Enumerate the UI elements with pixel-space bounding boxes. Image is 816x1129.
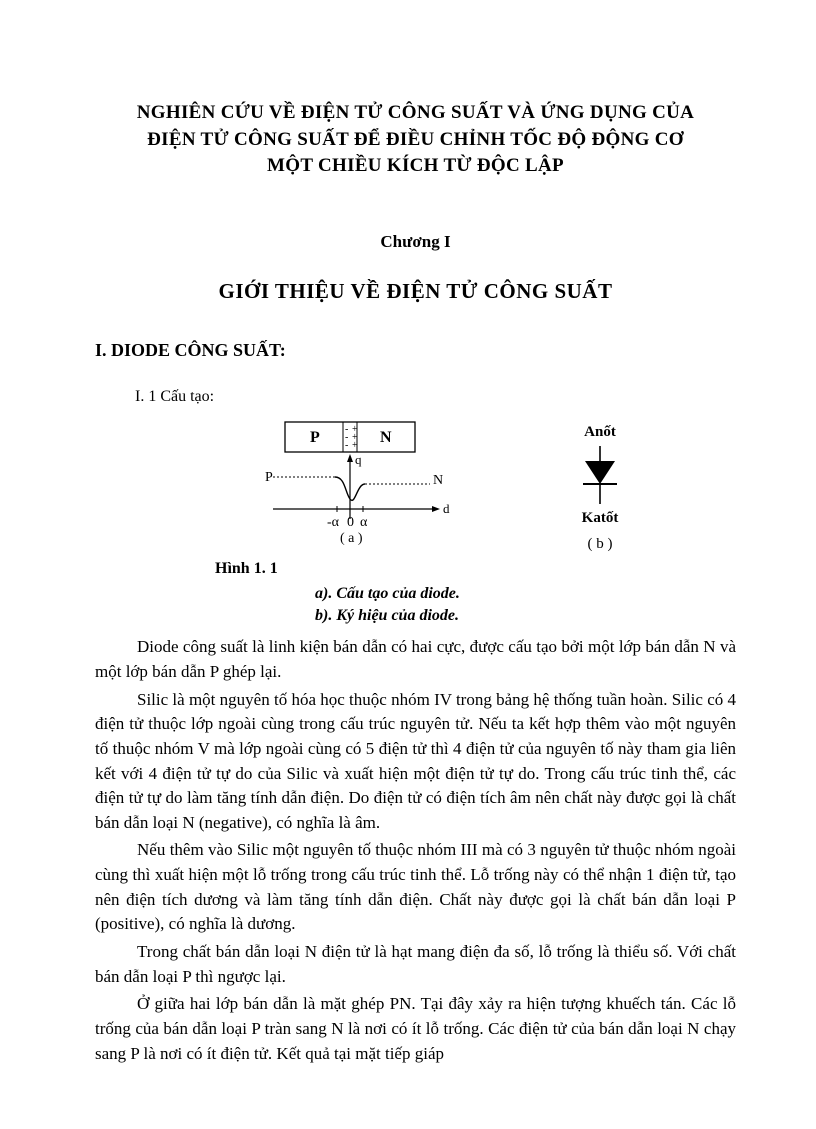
- axis-d-label: d: [443, 501, 450, 516]
- title-line-1: NGHIÊN CỨU VỀ ĐIỆN TỬ CÔNG SUẤT VÀ ỨNG D…: [95, 100, 736, 127]
- cathode-label: Katốt: [575, 508, 625, 530]
- pn-label-p: P: [310, 429, 320, 446]
- outer-p-label: P: [265, 470, 273, 485]
- subfig-b-label: ( b ): [575, 534, 625, 556]
- subfig-a-label: ( a ): [340, 531, 363, 546]
- diagram-b: Anốt Katốt ( b ): [575, 414, 625, 555]
- tick-minus-alpha: -α: [327, 515, 340, 530]
- caption-b: b). Ký hiệu của diode.: [315, 605, 736, 627]
- diagram-a: P N - + - + - + q d: [265, 414, 465, 554]
- paragraph-5: Ở giữa hai lớp bán dẫn là mặt ghép PN. T…: [95, 992, 736, 1066]
- chapter-label: Chương I: [95, 230, 736, 255]
- figure-block: P N - + - + - + q d: [95, 414, 736, 627]
- paragraph-2: Silic là một nguyên tố hóa học thuộc nhó…: [95, 688, 736, 836]
- title-line-2: ĐIỆN TỬ CÔNG SUẤT ĐỂ ĐIỀU CHỈNH TỐC ĐỘ Đ…: [95, 127, 736, 154]
- subsection-heading: I. 1 Cấu tạo:: [135, 385, 736, 408]
- svg-text:-: -: [345, 440, 348, 451]
- outer-n-label: N: [433, 473, 443, 488]
- figure-number: Hình 1. 1: [215, 557, 736, 580]
- section-heading: I. DIODE CÔNG SUẤT:: [95, 337, 736, 363]
- document-title: NGHIÊN CỨU VỀ ĐIỆN TỬ CÔNG SUẤT VÀ ỨNG D…: [95, 100, 736, 180]
- paragraph-1: Diode công suất là linh kiện bán dẫn có …: [95, 635, 736, 684]
- axis-q-label: q: [355, 452, 362, 467]
- page: NGHIÊN CỨU VỀ ĐIỆN TỬ CÔNG SUẤT VÀ ỨNG D…: [0, 0, 816, 1129]
- paragraph-3: Nếu thêm vào Silic một nguyên tố thuộc n…: [95, 838, 736, 937]
- title-line-3: MỘT CHIỀU KÍCH TỪ ĐỘC LẬP: [95, 153, 736, 180]
- chapter-title: GIỚI THIỆU VỀ ĐIỆN TỬ CÔNG SUẤT: [95, 276, 736, 306]
- tick-zero: 0: [347, 515, 354, 530]
- anode-label: Anốt: [575, 422, 625, 444]
- tick-alpha: α: [360, 515, 368, 530]
- caption-a: a). Cấu tạo của diode.: [315, 583, 736, 605]
- figure-captions: a). Cấu tạo của diode. b). Ký hiệu của d…: [315, 583, 736, 628]
- pn-label-n: N: [380, 429, 392, 446]
- svg-text:+: +: [352, 440, 358, 451]
- paragraph-4: Trong chất bán dẫn loại N điện tử là hạt…: [95, 940, 736, 989]
